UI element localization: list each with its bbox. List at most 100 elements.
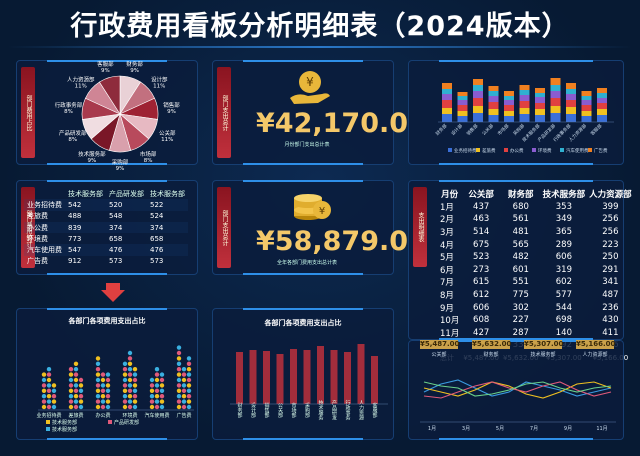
data-dot [100, 377, 106, 383]
pie-chart: 财务部 9% 设计部 11% 销售部 9% 公关部 11%市场部 8% 采购部 9% 技术服务部 9% 产… [55, 60, 180, 172]
data-dot [41, 399, 47, 404]
x-tick-label: 财务部 [434, 122, 449, 137]
bar-segment [597, 93, 607, 98]
x-tick-label: 客服部 [372, 402, 378, 419]
data-dot [95, 394, 101, 399]
table-cell: 8月 [440, 291, 454, 302]
table-row: 7月 615 551 602 341 [438, 276, 634, 289]
data-dot [122, 361, 128, 366]
money-hand-icon: ¥ [290, 71, 330, 104]
bar-segment [535, 88, 545, 93]
bar-segment [457, 111, 468, 116]
table-cell: 481 [512, 227, 529, 238]
bar-segment [597, 88, 607, 93]
table-cell: 522 [147, 199, 188, 211]
table-cell: 427 [473, 327, 490, 338]
table-row: 广告费 912 573 573 [24, 256, 188, 267]
column-header: 产品研发部 [109, 189, 144, 198]
panel-tag: 支出明细表 [413, 187, 427, 267]
legend-swatch [46, 420, 50, 424]
data-dot [73, 383, 79, 388]
data-dot [127, 404, 133, 410]
table-cell: 698 [555, 315, 572, 326]
table-cell: 250 [602, 252, 619, 263]
data-dot [73, 404, 79, 410]
dept-total-label: 公关部 [431, 352, 447, 358]
x-tick-label: 5月 [496, 426, 504, 432]
bar [303, 350, 311, 404]
data-dot [95, 356, 101, 361]
data-dot [154, 383, 160, 388]
data-dot [78, 404, 84, 410]
bar-segment [566, 107, 576, 114]
dept-total-badge: ¥5,487.00 [420, 340, 460, 349]
table-cell: 289 [555, 239, 572, 250]
title-divider [8, 46, 632, 48]
data-dot [122, 388, 128, 393]
column-header: 人力资源部 [589, 190, 632, 201]
table-cell: 606 [555, 252, 572, 263]
data-dot [127, 399, 133, 404]
data-dot [181, 404, 187, 410]
bar-segment [473, 98, 483, 106]
x-tick-label: 办公费 [95, 412, 110, 419]
bar-segment [581, 116, 592, 122]
legend-swatch [46, 427, 50, 431]
data-dot [122, 399, 128, 404]
data-dot [78, 394, 84, 399]
legend-label: 差旅费 [482, 147, 496, 154]
data-dot [176, 356, 182, 361]
bar-segment [581, 111, 592, 116]
data-dot [105, 383, 111, 388]
table-cell: 302 [512, 302, 529, 313]
table-cell: 476 [106, 244, 147, 256]
table-cell: 573 [109, 257, 123, 266]
bar-segment [535, 103, 545, 109]
data-dot [73, 399, 79, 404]
legend-label: 环境费 [538, 147, 552, 154]
column-header [24, 188, 65, 199]
data-dot [186, 383, 192, 388]
table-row: 10月 608 227 698 430 [438, 314, 634, 327]
x-tick-label: 公关部 [277, 403, 283, 419]
chart-title-2: 各部门各项费用支出占比 [264, 319, 342, 327]
legend-label: 汽车使用费 [566, 147, 589, 154]
data-dot [159, 377, 165, 383]
table-cell: 573 [150, 257, 164, 266]
table-cell: 615 [473, 277, 490, 288]
x-tick-label: 3月 [462, 426, 470, 432]
table-cell: 319 [555, 264, 572, 275]
legend-swatch [108, 420, 112, 424]
table-cell: 773 [68, 234, 82, 243]
data-dot [186, 399, 192, 404]
data-dot [181, 372, 187, 377]
data-dot [73, 377, 79, 383]
x-tick-label: 广告费 [176, 412, 191, 419]
data-dot [132, 404, 138, 410]
table-cell: 业务招待费 [24, 199, 65, 211]
data-dot [181, 383, 187, 388]
data-dot [186, 361, 192, 366]
table-cell: 476 [147, 244, 188, 256]
table-cell: 602 [555, 277, 572, 288]
pie-label: 公关部 11% [159, 129, 176, 143]
bar-segment [488, 102, 499, 109]
data-dot [100, 372, 106, 377]
data-dot [186, 394, 192, 399]
bar [236, 352, 243, 404]
pie-label: 市场部 8% [140, 150, 157, 164]
x-tick-label: 客服部 [589, 122, 604, 137]
data-dot [132, 383, 138, 388]
pie-label: 技术服务部 9% [78, 150, 106, 164]
table-cell: 520 [106, 199, 147, 211]
bar-segment [519, 90, 530, 95]
table-row: 2月 463 561 349 256 [438, 213, 634, 226]
bar-segment [504, 96, 514, 100]
table-cell: 227 [512, 315, 529, 326]
bar [276, 354, 284, 404]
data-dot [127, 372, 133, 377]
bar-segment [550, 85, 561, 91]
table-cell: 612 [473, 290, 490, 301]
data-dot [186, 377, 192, 383]
bar-segment [473, 106, 483, 113]
